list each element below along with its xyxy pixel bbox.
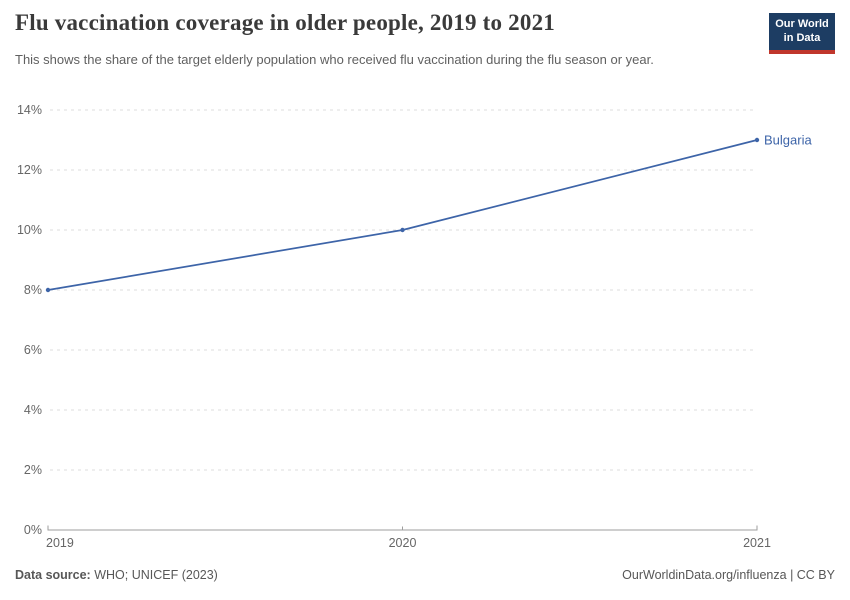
footer-license-link[interactable]: OurWorldinData.org/influenza | CC BY <box>622 568 835 582</box>
x-axis-tick-label: 2021 <box>743 536 771 550</box>
owid-logo-line1: Our World <box>775 18 829 30</box>
data-point <box>400 227 405 233</box>
chart-subtitle: This shows the share of the target elder… <box>15 52 654 67</box>
entity-label[interactable]: Bulgaria <box>764 132 812 147</box>
x-axis-tick-label: 2020 <box>389 536 417 550</box>
data-source-value: WHO; UNICEF (2023) <box>94 568 218 582</box>
data-source: Data source: WHO; UNICEF (2023) <box>15 568 218 582</box>
y-axis-tick-label: 4% <box>24 403 42 417</box>
y-axis-tick-label: 14% <box>17 103 42 117</box>
chart-title: Flu vaccination coverage in older people… <box>15 10 555 35</box>
data-point <box>754 137 760 143</box>
data-source-label: Data source: <box>15 568 91 582</box>
y-axis-tick-label: 0% <box>24 523 42 537</box>
data-line <box>47 139 758 291</box>
data-point <box>45 287 51 293</box>
owid-logo: Our World in Data <box>769 13 835 54</box>
y-axis-tick-label: 6% <box>24 343 42 357</box>
x-axis-tick-label: 2019 <box>46 536 74 550</box>
y-axis-tick-label: 10% <box>17 223 42 237</box>
y-axis-tick-label: 2% <box>24 463 42 477</box>
y-axis-tick-label: 8% <box>24 283 42 297</box>
y-axis-tick-label: 12% <box>17 163 42 177</box>
owid-logo-line2: in Data <box>783 31 821 44</box>
